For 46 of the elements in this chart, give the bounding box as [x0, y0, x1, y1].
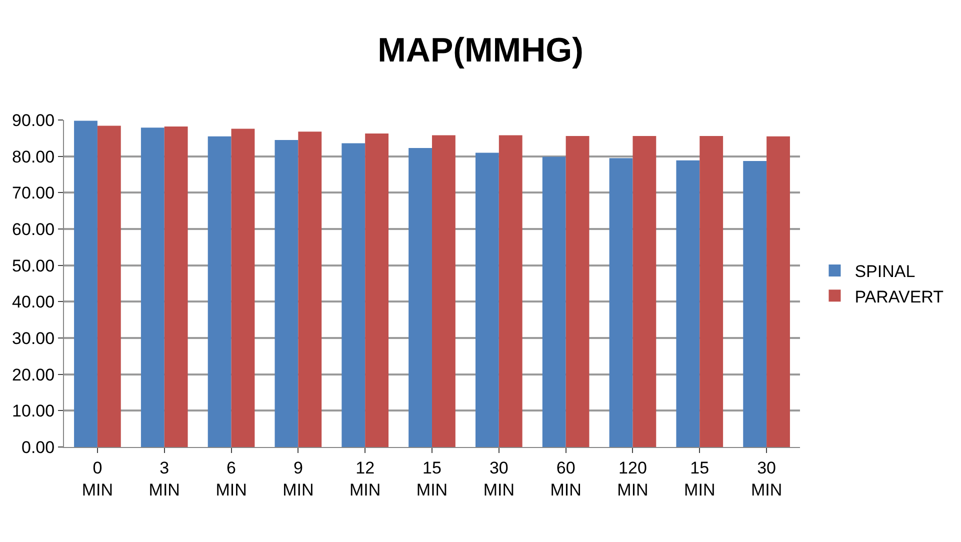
x-tick-label: 15 MIN [416, 458, 448, 500]
y-tick-label: 30.00 [12, 328, 55, 348]
legend-label: PARAVERT [854, 287, 944, 306]
bar [298, 132, 322, 447]
y-tick-label: 90.00 [12, 110, 55, 130]
x-tick-label: 60 MIN [550, 458, 582, 500]
legend-label: SPINAL [854, 262, 916, 282]
bar [432, 135, 456, 447]
y-tick-label: 0.00 [22, 438, 55, 457]
bar [498, 135, 522, 447]
x-tick-label: 3 MIN [148, 458, 180, 500]
x-tick-label: 12 MIN [350, 458, 381, 500]
bar [365, 133, 389, 447]
x-tick-label: 6 MIN [216, 458, 247, 500]
bar [164, 126, 188, 447]
bar [408, 148, 432, 447]
x-tick-label: 15 MIN [684, 458, 716, 500]
x-tick-label: 30 MIN [750, 458, 782, 500]
y-tick-label: 50.00 [12, 256, 55, 276]
y-tick-label: 70.00 [12, 184, 55, 203]
x-tick-label: 30 MIN [483, 458, 514, 500]
bar [632, 136, 656, 447]
bar [700, 136, 724, 447]
bar [140, 128, 164, 447]
y-tick-label: 10.00 [12, 402, 55, 421]
y-tick-label: 40.00 [12, 292, 55, 312]
bar [542, 156, 566, 447]
bar [231, 128, 255, 447]
bar [566, 136, 590, 447]
bar [609, 158, 633, 447]
bar [766, 136, 790, 447]
bar [676, 160, 700, 447]
bar [475, 152, 499, 447]
bar [342, 143, 366, 447]
chart-title: MAP(MMHG) [378, 32, 584, 70]
x-tick-label: 120 MIN [617, 458, 648, 500]
bar [74, 120, 98, 447]
bar [208, 136, 232, 447]
x-tick-label: 0 MIN [82, 458, 114, 500]
bar [743, 161, 767, 447]
bar [274, 140, 298, 447]
y-tick-label: 60.00 [12, 220, 55, 239]
y-tick-label: 80.00 [12, 147, 55, 166]
bar [97, 126, 121, 447]
y-tick-label: 20.00 [12, 365, 55, 384]
x-tick-label: 9 MIN [282, 458, 314, 500]
